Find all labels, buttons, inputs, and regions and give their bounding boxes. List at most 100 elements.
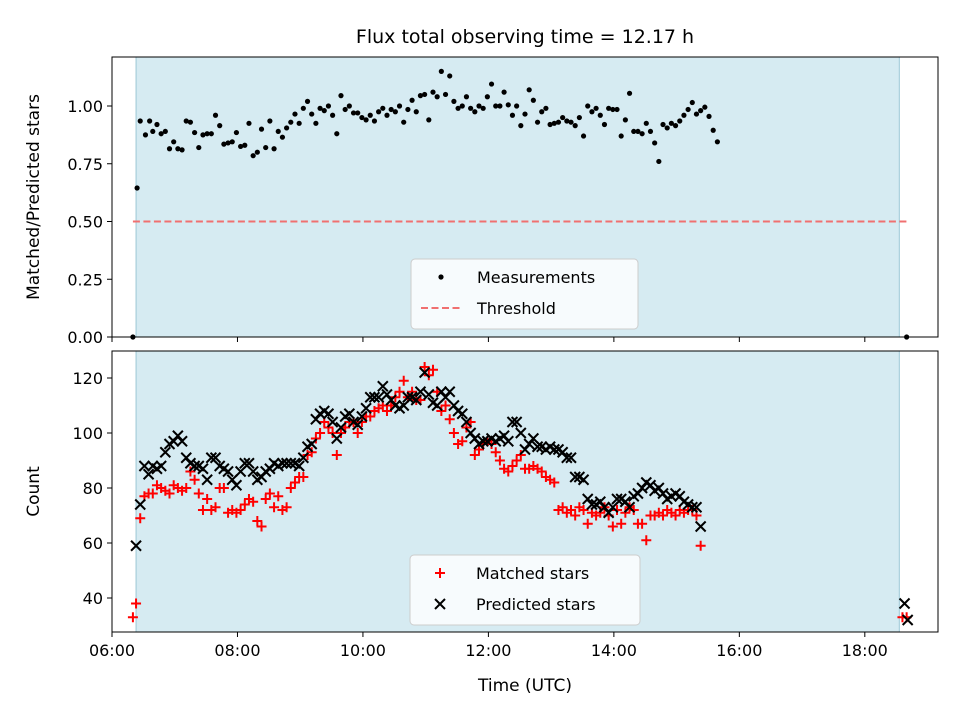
data-point (418, 366, 431, 379)
data-point (456, 408, 468, 420)
data-point (330, 112, 336, 118)
data-point (664, 125, 670, 131)
data-point (549, 477, 560, 488)
data-point (296, 120, 302, 126)
data-point (368, 391, 381, 403)
data-point (547, 121, 553, 128)
data-point (343, 408, 356, 420)
x-tick-label: 16:00 (716, 641, 762, 660)
data-point (622, 117, 628, 123)
data-point (221, 141, 227, 147)
data-point (422, 91, 428, 98)
data-point (434, 94, 440, 100)
data-point (577, 474, 590, 486)
data-point (321, 108, 327, 114)
data-point (155, 460, 167, 472)
data-point (317, 105, 323, 111)
legend-marker (435, 568, 445, 578)
data-point (484, 94, 490, 100)
data-point (360, 402, 372, 414)
y-tick-label: 80 (83, 479, 103, 498)
data-point (898, 597, 911, 610)
data-point (355, 110, 361, 116)
data-point (209, 452, 222, 464)
data-point (515, 427, 527, 439)
data-point (570, 510, 581, 521)
data-point (480, 105, 486, 111)
data-point (564, 118, 570, 124)
data-point (693, 111, 700, 117)
data-point (134, 185, 140, 191)
data-point (243, 457, 255, 469)
data-point (273, 491, 284, 502)
data-point (127, 612, 138, 623)
data-point (672, 123, 679, 129)
data-point (376, 109, 382, 115)
data-point (247, 465, 259, 478)
x-axis-label: Time (UTC) (477, 676, 572, 696)
data-point (469, 450, 480, 460)
data-point (158, 131, 164, 137)
data-point (689, 99, 695, 106)
data-point (660, 121, 666, 128)
data-point (356, 417, 367, 427)
data-point (623, 501, 636, 513)
data-point (300, 105, 306, 111)
data-point (230, 479, 243, 491)
data-point (494, 455, 505, 466)
data-point (580, 133, 587, 139)
series-predicted-stars (130, 366, 914, 626)
data-point (419, 362, 430, 372)
data-point (267, 118, 273, 124)
data-point (401, 119, 407, 125)
data-point (543, 105, 549, 111)
data-point (686, 501, 698, 513)
data-point (468, 105, 474, 111)
data-point (505, 102, 511, 108)
data-point (497, 103, 503, 109)
data-point (367, 112, 373, 118)
data-point (417, 93, 424, 99)
data-point (372, 391, 385, 403)
axes-frame (111, 56, 939, 338)
data-point (668, 120, 674, 126)
data-point (561, 452, 573, 464)
data-point (390, 392, 401, 403)
data-point (359, 114, 365, 121)
x-tick-label: 06:00 (89, 641, 135, 660)
data-point (526, 87, 532, 93)
data-point (256, 521, 267, 532)
data-point (438, 68, 444, 74)
data-point (530, 97, 536, 103)
data-point (193, 488, 204, 499)
data-point (444, 386, 456, 398)
data-point (706, 113, 712, 119)
top-panel: 0.00 0.25 0.50 0.75 1.00 Matched/Predicted st… (24, 56, 939, 347)
data-point (511, 455, 522, 466)
x-tick-label: 12:00 (465, 641, 511, 660)
data-point (183, 118, 189, 124)
data-point (212, 112, 219, 118)
data-point (557, 502, 568, 513)
y-tick-label: 60 (83, 534, 103, 553)
data-point (326, 416, 339, 428)
data-point (229, 139, 235, 145)
data-point (281, 502, 292, 513)
y-tick-label: 0.75 (67, 155, 103, 174)
data-point (548, 443, 560, 456)
data-point (189, 474, 200, 485)
data-point (444, 414, 455, 425)
data-point (518, 123, 524, 129)
data-point (204, 131, 210, 137)
data-point (275, 128, 281, 135)
data-point (423, 370, 434, 381)
data-point (280, 457, 293, 469)
data-point (196, 144, 202, 151)
data-point (263, 144, 269, 151)
data-point (248, 496, 259, 507)
data-point (398, 375, 409, 386)
data-point (246, 120, 252, 126)
data-point (138, 460, 151, 472)
data-point (242, 142, 248, 148)
